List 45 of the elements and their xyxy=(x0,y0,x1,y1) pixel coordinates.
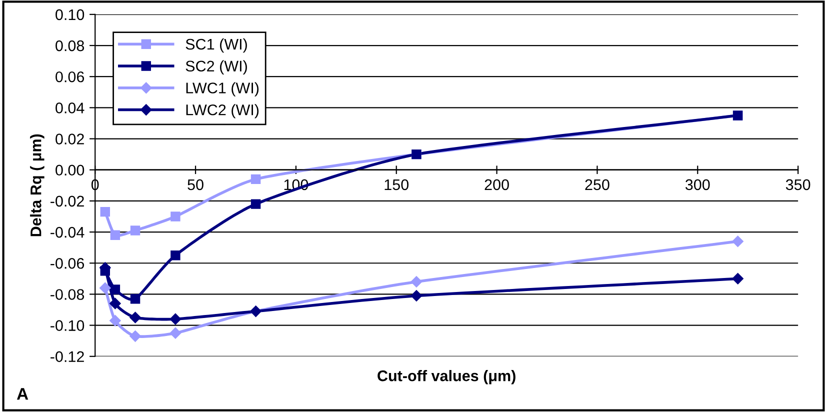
x-tick-label: 50 xyxy=(188,179,204,190)
point xyxy=(410,276,422,288)
y-tick-label: 0.10 xyxy=(56,9,84,20)
point xyxy=(110,298,121,310)
legend-label: LWC2 (WI) xyxy=(186,104,259,118)
point xyxy=(130,330,141,342)
y-tick-label: -0.08 xyxy=(50,289,84,300)
x-tick-label: 200 xyxy=(484,179,509,190)
point xyxy=(250,199,261,209)
point xyxy=(170,327,182,339)
x-tick-label: 150 xyxy=(384,179,409,190)
y-tick-label: -0.12 xyxy=(50,351,84,362)
point xyxy=(110,230,120,240)
x-tick-label: 250 xyxy=(585,179,610,190)
point xyxy=(130,312,141,324)
point xyxy=(110,284,120,294)
y-tick-label: -0.06 xyxy=(50,258,84,269)
x-tick-label: 300 xyxy=(685,179,710,190)
point xyxy=(130,226,140,236)
point xyxy=(732,236,744,247)
point xyxy=(110,315,121,326)
x-axis-title: Cut-off values (μm) xyxy=(378,370,516,384)
legend-label: SC2 (WI) xyxy=(186,60,247,75)
y-tick-label: 0.00 xyxy=(56,164,84,176)
y-tick-label: 0.06 xyxy=(56,71,84,82)
y-tick-label: -0.02 xyxy=(50,196,84,207)
x-tick-label: 350 xyxy=(786,179,810,190)
text: A xyxy=(16,388,28,400)
point xyxy=(130,294,140,304)
point xyxy=(170,250,180,260)
y-tick-label: -0.10 xyxy=(50,320,84,331)
point xyxy=(170,212,180,222)
point xyxy=(732,273,744,284)
y-tick-label: 0.04 xyxy=(56,102,84,114)
y-tick-label: 0.02 xyxy=(56,134,84,144)
point xyxy=(250,174,261,184)
point xyxy=(170,313,182,325)
y-tick-label: -0.04 xyxy=(50,226,84,238)
point xyxy=(410,290,422,302)
point xyxy=(100,282,111,294)
y-tick-label: 0.08 xyxy=(56,40,84,52)
legend-label: SC1 (WI) xyxy=(186,38,247,53)
point xyxy=(100,206,110,217)
legend-label: LWC1 (WI) xyxy=(186,82,259,96)
y-axis-title: Delta Rq ( μm) xyxy=(30,134,44,236)
